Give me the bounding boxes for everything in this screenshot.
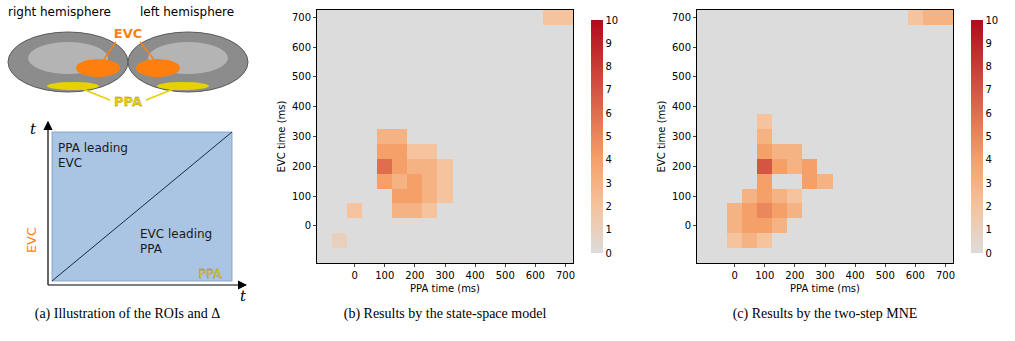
svg-text:300: 300 (672, 131, 691, 142)
svg-text:9: 9 (986, 38, 992, 49)
svg-text:9: 9 (606, 38, 612, 49)
svg-text:500: 500 (876, 270, 895, 281)
svg-text:PPA leadingEVC: PPA leadingEVC (58, 141, 128, 170)
svg-text:5: 5 (986, 131, 992, 142)
svg-text:0: 0 (731, 270, 737, 281)
html-text:(c) Results by the two-step MN: (c) Results by the two-step MNE (732, 306, 918, 321)
svg-text:5: 5 (606, 131, 612, 142)
svg-text:300: 300 (292, 131, 311, 142)
svg-text:EVC leadingPPA: EVC leadingPPA (140, 227, 212, 256)
svg-text:100: 100 (755, 270, 774, 281)
svg-text:0: 0 (685, 220, 691, 231)
svg-text:600: 600 (906, 270, 925, 281)
svg-text:PPA: PPA (198, 266, 222, 281)
svg-text:7: 7 (986, 84, 992, 95)
svg-text:6: 6 (986, 108, 992, 119)
svg-text:700: 700 (292, 12, 311, 23)
svg-text:700: 700 (556, 270, 575, 281)
svg-text:4: 4 (986, 154, 992, 165)
svg-text:100: 100 (375, 270, 394, 281)
svg-text:0: 0 (606, 248, 612, 259)
svg-text:left hemisphere: left hemisphere (140, 5, 234, 19)
svg-text:4: 4 (606, 154, 612, 165)
svg-text:PPA time (ms): PPA time (ms) (790, 283, 860, 294)
svg-text:10: 10 (606, 15, 619, 26)
svg-text:500: 500 (672, 71, 691, 82)
svg-text:t: t (30, 120, 37, 138)
svg-text:PPA time (ms): PPA time (ms) (410, 283, 480, 294)
svg-text:3: 3 (986, 178, 992, 189)
svg-text:200: 200 (292, 161, 311, 172)
svg-text:400: 400 (292, 101, 311, 112)
svg-text:2: 2 (986, 201, 992, 212)
svg-text:8: 8 (606, 61, 612, 72)
svg-text:200: 200 (785, 270, 804, 281)
svg-text:200: 200 (672, 161, 691, 172)
html-text:(b) Results by the state-space: (b) Results by the state-space model (343, 306, 547, 321)
svg-text:400: 400 (846, 270, 865, 281)
svg-text:10: 10 (986, 15, 999, 26)
svg-text:EVC: EVC (114, 26, 142, 41)
svg-text:600: 600 (526, 270, 545, 281)
svg-text:3: 3 (606, 178, 612, 189)
svg-text:0: 0 (986, 248, 992, 259)
svg-text:600: 600 (292, 42, 311, 53)
svg-text:right hemisphere: right hemisphere (8, 5, 111, 19)
svg-text:2: 2 (606, 201, 612, 212)
svg-text:8: 8 (986, 61, 992, 72)
svg-text:500: 500 (496, 270, 515, 281)
svg-text:EVC time (ms): EVC time (ms) (656, 100, 667, 172)
svg-text:EVC time (ms): EVC time (ms) (276, 100, 287, 172)
svg-text:300: 300 (815, 270, 834, 281)
svg-text:500: 500 (292, 71, 311, 82)
svg-text:600: 600 (672, 42, 691, 53)
svg-text:400: 400 (672, 101, 691, 112)
svg-text:PPA: PPA (114, 94, 142, 109)
svg-text:EVC: EVC (24, 227, 39, 253)
svg-text:200: 200 (405, 270, 424, 281)
svg-text:100: 100 (292, 191, 311, 202)
svg-text:0: 0 (305, 220, 311, 231)
svg-text:400: 400 (466, 270, 485, 281)
svg-text:1: 1 (606, 224, 612, 235)
svg-text:700: 700 (936, 270, 955, 281)
svg-text:700: 700 (672, 12, 691, 23)
svg-text:300: 300 (435, 270, 454, 281)
svg-text:1: 1 (986, 224, 992, 235)
svg-text:7: 7 (606, 84, 612, 95)
html-text:(a) Illustration of the ROIs a: (a) Illustration of the ROIs and Δ (34, 306, 221, 321)
svg-text:0: 0 (351, 270, 357, 281)
svg-text:100: 100 (672, 191, 691, 202)
svg-text:6: 6 (606, 108, 612, 119)
svg-text:t: t (240, 287, 247, 305)
